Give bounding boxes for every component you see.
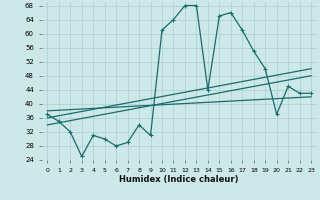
X-axis label: Humidex (Indice chaleur): Humidex (Indice chaleur) (119, 175, 239, 184)
